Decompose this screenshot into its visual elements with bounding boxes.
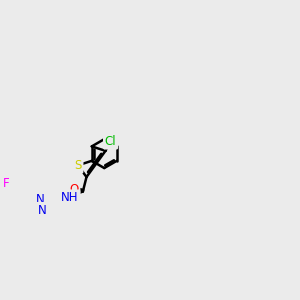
Text: O: O: [69, 183, 79, 196]
Text: S: S: [74, 159, 82, 172]
Text: N: N: [38, 204, 46, 217]
Text: Cl: Cl: [105, 135, 116, 148]
Text: N: N: [35, 193, 44, 206]
Text: NH: NH: [61, 191, 79, 204]
Text: F: F: [3, 177, 10, 190]
